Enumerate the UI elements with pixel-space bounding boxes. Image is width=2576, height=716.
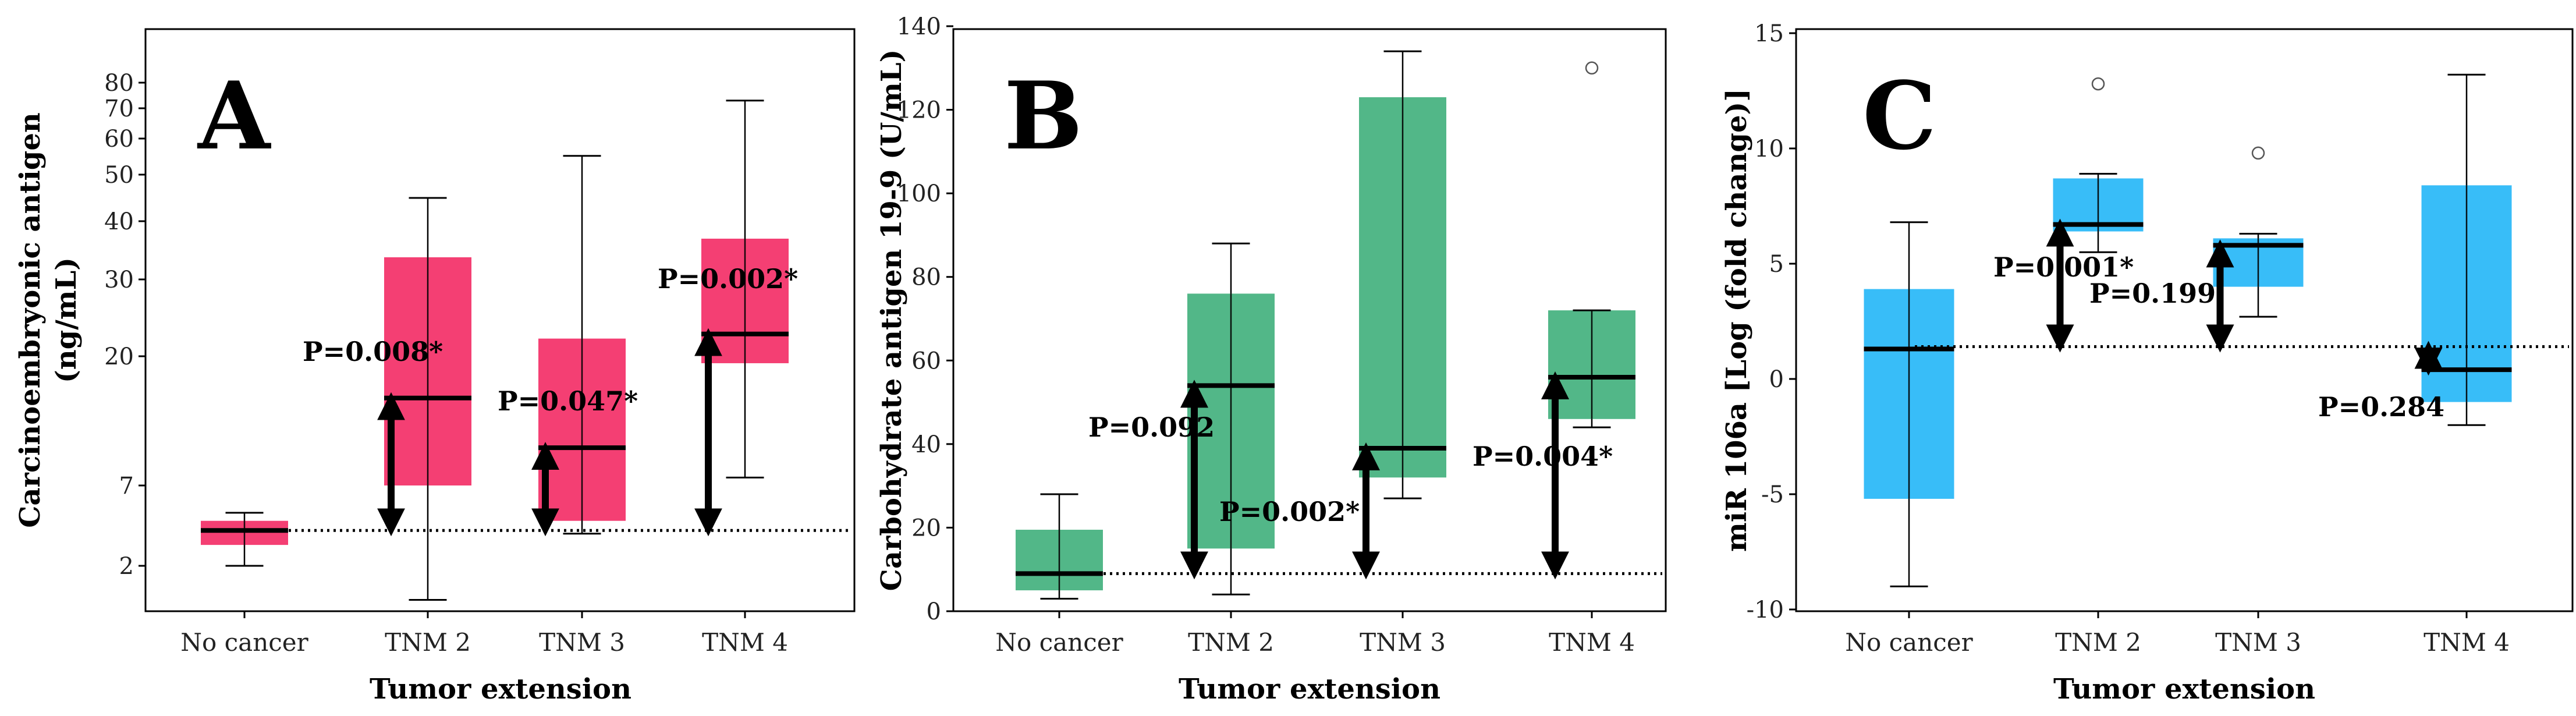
outlier-point (1585, 61, 1599, 75)
y-tick-label: 80 (104, 70, 134, 97)
x-tick-label: TNM 3 (1360, 628, 1446, 657)
panel-letter: B (1004, 61, 1083, 171)
panel-letter: A (197, 61, 271, 171)
x-tick-label: No cancer (995, 628, 1123, 657)
p-value-label: P=0.008* (303, 336, 443, 367)
y-tick-label: 30 (104, 267, 134, 293)
plot-frame (144, 28, 856, 612)
y-axis-title-line2: (ng/mL) (50, 257, 83, 383)
x-tick-label: TNM 4 (1549, 628, 1635, 657)
x-axis-title: Tumor extension (1179, 673, 1440, 706)
x-tick-label: No cancer (180, 628, 308, 657)
y-tick-label: 80 (911, 264, 941, 291)
y-tick-label: 40 (911, 431, 941, 458)
panel-c: C miR 106a [Log (fold change)] Tumor ext… (1720, 20, 2574, 706)
y-axis-title-line1: Carcinoembryonic antigen (14, 112, 47, 528)
y-tick-label: 120 (897, 97, 941, 124)
y-tick-label: 60 (104, 126, 134, 153)
plot-frame (1795, 28, 2574, 612)
p-value-label: P=0.047* (498, 385, 638, 417)
p-value-label: P=0.092 (1088, 412, 1215, 443)
y-axis-title: Carbohydrate antigen 19-9 (U/mL) (875, 49, 908, 591)
p-value-label: P=0.002* (658, 263, 798, 295)
x-tick-label: TNM 3 (2215, 628, 2301, 657)
y-tick-label: 2 (119, 553, 134, 580)
y-tick-label: 60 (911, 348, 941, 374)
y-axis-title: miR 106a [Log (fold change)] (1720, 88, 1753, 552)
y-tick-label: 140 (897, 13, 941, 40)
p-value-label: P=0.002* (1219, 496, 1360, 527)
x-axis-title: Tumor extension (370, 673, 631, 706)
y-tick-label: 50 (104, 162, 134, 189)
p-value-label: P=0.199 (2089, 278, 2216, 309)
y-tick-label: 20 (911, 515, 941, 541)
p-value-label: P=0.001* (1993, 251, 2134, 283)
panel-b: B Carbohydrate antigen 19-9 (U/mL) Tumor… (875, 13, 1667, 706)
plot-frame (952, 28, 1667, 612)
p-value-label: P=0.284 (2318, 391, 2444, 423)
y-tick-label: 7 (119, 473, 134, 499)
y-tick-label: 20 (104, 343, 134, 370)
panel-a: A Carcinoembryonic antigen (ng/mL) Tumor… (14, 28, 856, 706)
x-tick-label: TNM 3 (539, 628, 625, 657)
x-tick-label: TNM 2 (1188, 628, 1274, 657)
x-tick-label: TNM 2 (2055, 628, 2141, 657)
outlier-point (2251, 146, 2265, 160)
y-tick-label: 40 (104, 208, 134, 235)
y-tick-label: 0 (1769, 366, 1784, 393)
x-axis-title: Tumor extension (2053, 673, 2315, 706)
x-tick-label: TNM 4 (702, 628, 788, 657)
panel-letter: C (1862, 61, 1936, 171)
y-tick-label: 10 (1754, 136, 1784, 162)
y-tick-label: 100 (897, 180, 941, 207)
y-tick-label: 15 (1754, 20, 1784, 47)
y-tick-label: 0 (927, 598, 941, 625)
p-value-label: P=0.004* (1472, 441, 1613, 472)
x-tick-label: TNM 2 (385, 628, 471, 657)
y-tick-label: 70 (104, 95, 134, 122)
x-tick-label: No cancer (1845, 628, 1973, 657)
x-tick-label: TNM 4 (2424, 628, 2510, 657)
y-tick-label: -5 (1761, 481, 1784, 508)
y-tick-label: 5 (1769, 251, 1784, 278)
outlier-point (2091, 77, 2105, 91)
y-tick-label: -10 (1747, 597, 1784, 623)
